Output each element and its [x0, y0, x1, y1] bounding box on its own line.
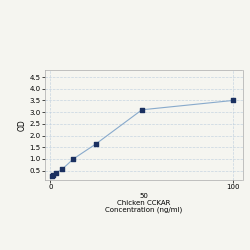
Point: [94, 142, 98, 146]
Point: [51, 172, 55, 176]
Point: [140, 108, 144, 112]
Point: [50, 174, 54, 178]
X-axis label: 50
Chicken CCKAR
Concentration (ng/ml): 50 Chicken CCKAR Concentration (ng/ml): [105, 193, 182, 214]
Point: [54, 171, 58, 175]
Point: [71, 157, 75, 161]
Point: [231, 98, 235, 102]
Y-axis label: OD: OD: [18, 119, 27, 131]
Point: [60, 168, 64, 172]
